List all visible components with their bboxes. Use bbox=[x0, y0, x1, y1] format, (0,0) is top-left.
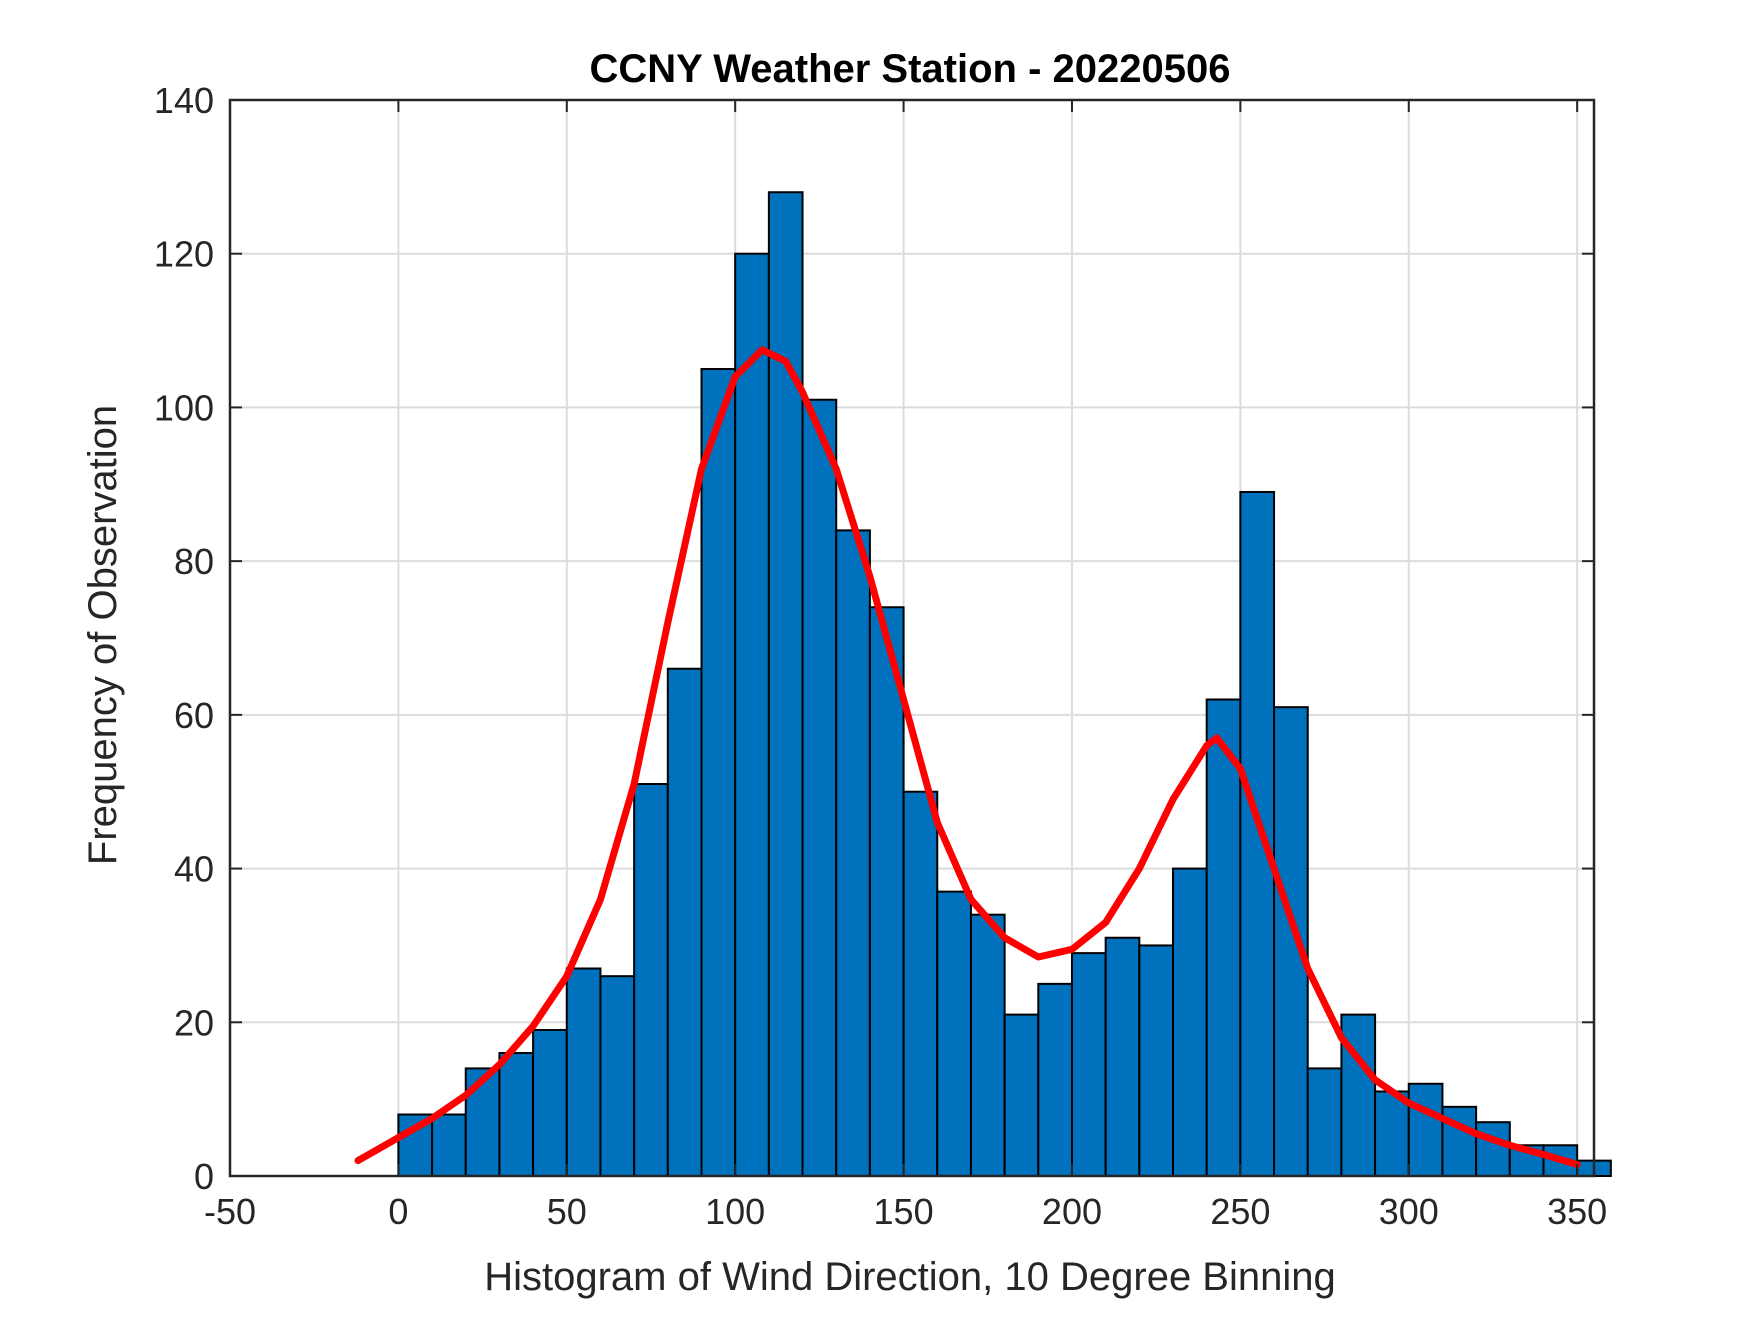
axes-box bbox=[228, 98, 1596, 1178]
y-tick-label: 0 bbox=[194, 1156, 214, 1197]
histogram-bar bbox=[1407, 1082, 1444, 1178]
x-tick-label: 150 bbox=[874, 1191, 934, 1232]
histogram-bar bbox=[1475, 1121, 1511, 1177]
histogram-bar bbox=[936, 890, 972, 1178]
y-tick-label: 140 bbox=[154, 80, 214, 121]
x-tick-label: 0 bbox=[388, 1191, 408, 1232]
x-tick-label: -50 bbox=[204, 1191, 256, 1232]
chart-title: CCNY Weather Station - 20220506 bbox=[590, 47, 1231, 91]
histogram-bar bbox=[1138, 944, 1175, 1178]
histogram-bar bbox=[1037, 982, 1073, 1177]
histogram-bar bbox=[431, 1113, 467, 1177]
histogram-bar bbox=[969, 913, 1006, 1178]
histogram-bar bbox=[835, 529, 871, 1177]
y-tick-label: 20 bbox=[174, 1002, 214, 1043]
histogram-bar bbox=[1104, 936, 1141, 1177]
histogram-bar bbox=[565, 967, 602, 1177]
histogram-bar bbox=[498, 1052, 535, 1177]
x-tick-label: 50 bbox=[547, 1191, 587, 1232]
x-tick-label: 100 bbox=[705, 1191, 765, 1232]
y-axis-label: Frequency of Observation bbox=[81, 405, 125, 865]
x-axis-label: Histogram of Wind Direction, 10 Degree B… bbox=[484, 1255, 1336, 1299]
histogram-bar bbox=[666, 667, 703, 1177]
histogram-bar bbox=[599, 975, 636, 1178]
histogram-bar bbox=[1003, 1013, 1040, 1177]
fit-curve-line bbox=[354, 346, 1581, 1168]
histogram-bar bbox=[1374, 1090, 1410, 1178]
histogram-bar bbox=[1070, 952, 1107, 1177]
histogram-bar bbox=[1306, 1067, 1343, 1178]
tick-labels: -50 0 50 100 150 200 250 300 3500204060801001201… bbox=[154, 80, 1607, 1232]
y-tick-label: 100 bbox=[154, 387, 214, 428]
y-tick-label: 60 bbox=[174, 695, 214, 736]
histogram-bars bbox=[397, 191, 1612, 1178]
x-tick-label: 300 bbox=[1379, 1191, 1439, 1232]
histogram-bar bbox=[767, 191, 804, 1177]
x-tick-label: 250 bbox=[1210, 1191, 1270, 1232]
histogram-bar bbox=[1205, 698, 1242, 1177]
histogram-bar bbox=[902, 790, 939, 1177]
x-tick-label: 200 bbox=[1042, 1191, 1102, 1232]
histogram-bar bbox=[633, 783, 669, 1177]
y-tick-label: 120 bbox=[154, 234, 214, 275]
y-tick-label: 80 bbox=[174, 541, 214, 582]
histogram-bar bbox=[801, 398, 838, 1177]
histogram-bar bbox=[734, 252, 770, 1177]
histogram-bar bbox=[1239, 490, 1276, 1177]
fit-curve-layer bbox=[354, 346, 1581, 1168]
histogram-bar bbox=[532, 1028, 568, 1177]
y-tick-label: 40 bbox=[174, 849, 214, 890]
histogram-bar bbox=[700, 368, 737, 1177]
axes bbox=[228, 98, 1596, 1178]
histogram-bar bbox=[1273, 706, 1309, 1178]
histogram-bar bbox=[1172, 867, 1208, 1177]
x-tick-label: 350 bbox=[1547, 1191, 1607, 1232]
